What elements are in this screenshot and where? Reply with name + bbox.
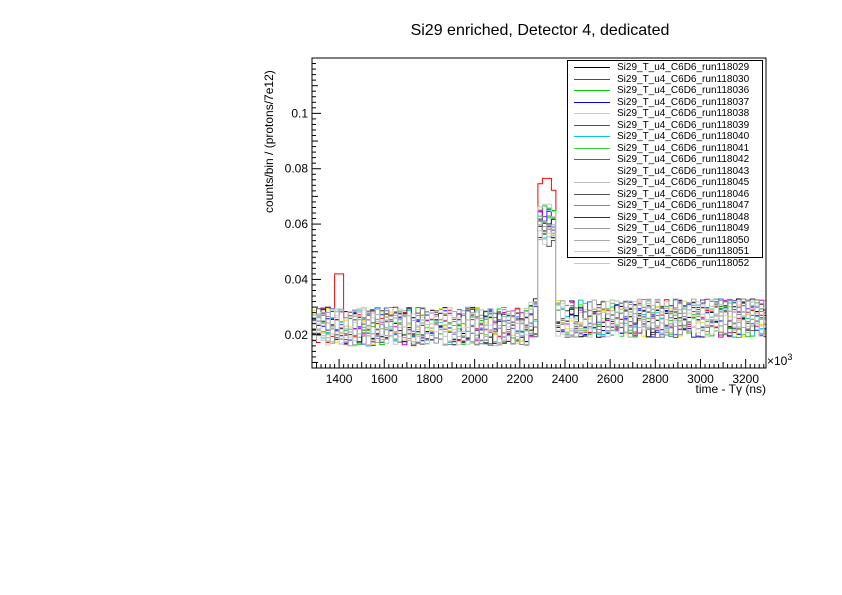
legend-label: Si29_T_u4_C6D6_run118048 bbox=[617, 211, 750, 223]
legend-label: Si29_T_u4_C6D6_run118038 bbox=[617, 108, 750, 120]
legend-label: Si29_T_u4_C6D6_run118050 bbox=[617, 234, 750, 246]
legend-entry: Si29_T_u4_C6D6_run118042 bbox=[568, 154, 762, 166]
x-tick-label: 1800 bbox=[416, 372, 443, 386]
x-tick-label: 1400 bbox=[326, 372, 353, 386]
x-tick-label: 2800 bbox=[642, 372, 669, 386]
x-axis-exponent-base: ×10 bbox=[767, 354, 788, 368]
legend-entry: Si29_T_u4_C6D6_run118030 bbox=[568, 74, 762, 86]
legend-swatch bbox=[574, 159, 610, 161]
x-tick-label: 2600 bbox=[597, 372, 624, 386]
legend-label: Si29_T_u4_C6D6_run118043 bbox=[617, 165, 750, 177]
legend-entry: Si29_T_u4_C6D6_run118029 bbox=[568, 62, 762, 74]
legend-swatch bbox=[574, 136, 610, 138]
legend-entry: Si29_T_u4_C6D6_run118037 bbox=[568, 97, 762, 109]
legend-entry: Si29_T_u4_C6D6_run118036 bbox=[568, 85, 762, 97]
legend-swatch bbox=[574, 182, 610, 184]
legend-label: Si29_T_u4_C6D6_run118042 bbox=[617, 154, 750, 166]
legend-swatch bbox=[574, 113, 610, 115]
legend-label: Si29_T_u4_C6D6_run118029 bbox=[617, 62, 750, 74]
y-tick-label: 0.1 bbox=[291, 106, 308, 120]
legend-label: Si29_T_u4_C6D6_run118046 bbox=[617, 188, 750, 200]
x-axis-label: time - Tγ (ns) bbox=[695, 382, 766, 396]
legend-entry: Si29_T_u4_C6D6_run118043 bbox=[568, 166, 762, 178]
legend-swatch bbox=[574, 101, 610, 103]
y-tick-label: 0.04 bbox=[285, 272, 309, 286]
x-axis-exponent-power: 3 bbox=[787, 352, 793, 362]
legend: Si29_T_u4_C6D6_run118029 Si29_T_u4_C6D6_r… bbox=[567, 60, 763, 269]
legend-swatch bbox=[574, 239, 610, 241]
legend-entry: Si29_T_u4_C6D6_run118045 bbox=[568, 177, 762, 189]
legend-label: Si29_T_u4_C6D6_run118040 bbox=[617, 131, 750, 143]
legend-entry: Si29_T_u4_C6D6_run118039 bbox=[568, 120, 762, 132]
legend-swatch bbox=[574, 262, 610, 264]
legend-entry: Si29_T_u4_C6D6_run118049 bbox=[568, 223, 762, 235]
legend-label: Si29_T_u4_C6D6_run118052 bbox=[617, 257, 750, 269]
chart-title: Si29 enriched, Detector 4, dedicated bbox=[410, 22, 670, 39]
legend-swatch bbox=[574, 216, 610, 218]
legend-swatch bbox=[574, 193, 610, 195]
legend-entry: Si29_T_u4_C6D6_run118050 bbox=[568, 235, 762, 247]
x-tick-label: 3000 bbox=[687, 372, 714, 386]
legend-entry: Si29_T_u4_C6D6_run118041 bbox=[568, 143, 762, 155]
legend-label: Si29_T_u4_C6D6_run118049 bbox=[617, 223, 750, 235]
legend-label: Si29_T_u4_C6D6_run118039 bbox=[617, 119, 750, 131]
y-tick-label: 0.06 bbox=[285, 217, 309, 231]
y-tick-label: 0.02 bbox=[285, 328, 309, 342]
legend-swatch bbox=[574, 90, 610, 92]
legend-entry: Si29_T_u4_C6D6_run118040 bbox=[568, 131, 762, 143]
legend-swatch bbox=[574, 147, 610, 149]
x-tick-label: 2400 bbox=[552, 372, 579, 386]
x-tick-label: 3200 bbox=[732, 372, 759, 386]
legend-label: Si29_T_u4_C6D6_run118041 bbox=[617, 142, 750, 154]
legend-entry: Si29_T_u4_C6D6_run118051 bbox=[568, 246, 762, 258]
legend-label: Si29_T_u4_C6D6_run118051 bbox=[617, 246, 750, 258]
x-tick-label: 2200 bbox=[506, 372, 533, 386]
tick-layer: 1400 1600 1800 2000 2200 2400 2600 2800 3000 3200… bbox=[285, 63, 765, 386]
series-layer bbox=[312, 177, 766, 347]
legend-entry: Si29_T_u4_C6D6_run118052 bbox=[568, 258, 762, 270]
legend-swatch bbox=[574, 124, 610, 126]
legend-swatch bbox=[574, 251, 610, 253]
legend-swatch bbox=[574, 78, 610, 80]
legend-swatch bbox=[574, 228, 610, 230]
legend-label: Si29_T_u4_C6D6_run118030 bbox=[617, 73, 750, 85]
x-tick-label: 2000 bbox=[461, 372, 488, 386]
legend-entry: Si29_T_u4_C6D6_run118046 bbox=[568, 189, 762, 201]
legend-entry: Si29_T_u4_C6D6_run118047 bbox=[568, 200, 762, 212]
series-line-Si29_T_u4_C6D6_run118052 bbox=[312, 203, 766, 346]
legend-entry: Si29_T_u4_C6D6_run118048 bbox=[568, 212, 762, 224]
legend-entry: Si29_T_u4_C6D6_run118038 bbox=[568, 108, 762, 120]
legend-label: Si29_T_u4_C6D6_run118047 bbox=[617, 200, 750, 212]
y-axis-label: counts/bin / (protons/7e12) bbox=[262, 70, 276, 213]
y-tick-label: 0.08 bbox=[285, 162, 309, 176]
legend-label: Si29_T_u4_C6D6_run118045 bbox=[617, 177, 750, 189]
legend-label: Si29_T_u4_C6D6_run118036 bbox=[617, 85, 750, 97]
legend-swatch bbox=[574, 170, 610, 172]
x-axis-exponent: ×103 bbox=[767, 352, 792, 368]
legend-swatch bbox=[574, 67, 610, 69]
legend-swatch bbox=[574, 205, 610, 207]
legend-label: Si29_T_u4_C6D6_run118037 bbox=[617, 96, 750, 108]
x-tick-label: 1600 bbox=[371, 372, 398, 386]
